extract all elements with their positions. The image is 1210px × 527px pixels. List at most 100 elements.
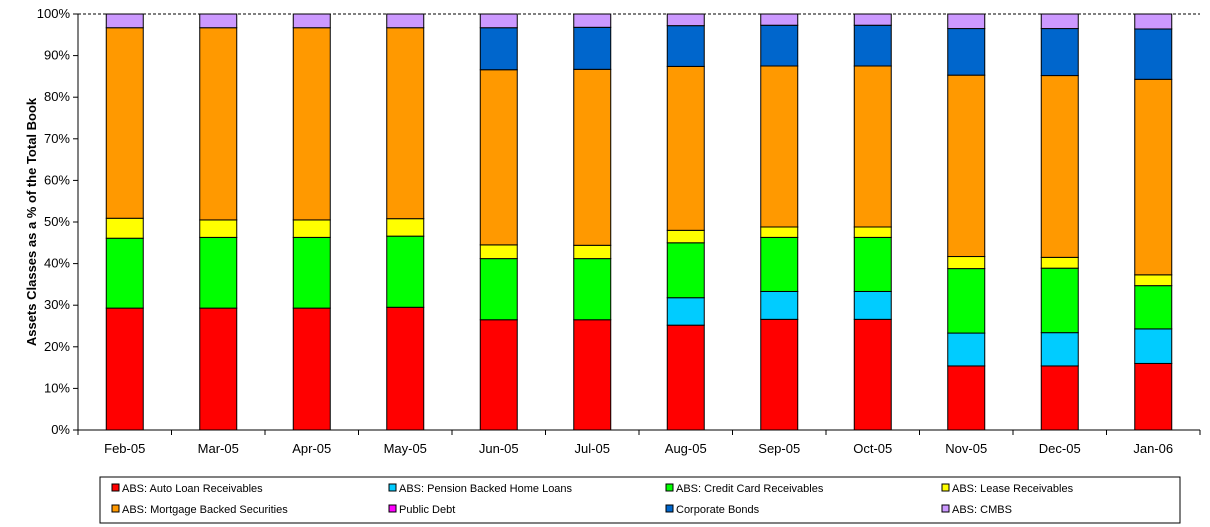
bar-segment-Sep-05-s6 [760, 24, 799, 67]
bar-segment-Aug-05-s6 [666, 25, 705, 67]
bar-segment-Jan-06-s2 [1134, 285, 1173, 330]
y-tick-label: 90% [44, 48, 70, 63]
bar-segment-Mar-05-s2 [199, 236, 238, 309]
bar-segment-May-05-s4 [386, 27, 425, 220]
bar-segment-Feb-05-s7 [105, 13, 144, 29]
legend-label-s4: ABS: Mortgage Backed Securities [122, 504, 288, 516]
x-tick-label: Jul-05 [575, 441, 610, 456]
bar-segment-Oct-05-s3 [853, 226, 892, 238]
bars [105, 13, 1173, 431]
y-tick-label: 10% [44, 380, 70, 395]
x-tick-label: Mar-05 [198, 441, 239, 456]
bar-segment-Dec-05-s2 [1040, 267, 1079, 334]
bar-segment-May-05-s3 [386, 218, 425, 237]
bar-segment-Oct-05-s7 [853, 13, 892, 26]
legend-label-s0: ABS: Auto Loan Receivables [122, 483, 263, 495]
legend-label-s1: ABS: Pension Backed Home Loans [399, 483, 573, 495]
bar-segment-Nov-05-s2 [947, 268, 986, 334]
x-tick-label: May-05 [384, 441, 427, 456]
y-tick-label: 60% [44, 172, 70, 187]
bar-segment-Jun-05-s7 [479, 13, 518, 29]
y-tick-label: 100% [37, 6, 71, 21]
legend-label-s5: Public Debt [399, 504, 455, 516]
bar-segment-Aug-05-s2 [666, 242, 705, 299]
bar-segment-Jan-06-s0 [1134, 362, 1173, 431]
x-tick-label: Oct-05 [853, 441, 892, 456]
bar-segment-Mar-05-s4 [199, 27, 238, 221]
y-tick-label: 70% [44, 131, 70, 146]
x-tick-label: Apr-05 [292, 441, 331, 456]
bar-segment-Sep-05-s1 [760, 290, 799, 320]
bar-segment-Sep-05-s3 [760, 226, 799, 238]
y-tick-label: 80% [44, 89, 70, 104]
bar-segment-Oct-05-s6 [853, 24, 892, 67]
bar-segment-Nov-05-s6 [947, 28, 986, 76]
bar-segment-Jun-05-s6 [479, 27, 518, 71]
bar-segment-Nov-05-s0 [947, 365, 986, 431]
x-tick-label: Sep-05 [758, 441, 800, 456]
bar-segment-May-05-s7 [386, 13, 425, 29]
bar-segment-Feb-05-s4 [105, 27, 144, 219]
x-tick-label: Jan-06 [1133, 441, 1173, 456]
bar-segment-Nov-05-s7 [947, 13, 986, 30]
bar-segment-Jan-06-s4 [1134, 78, 1173, 276]
bar-segment-Oct-05-s2 [853, 236, 892, 292]
bar-segment-Aug-05-s3 [666, 229, 705, 244]
legend-box [99, 476, 1181, 524]
x-tick-label: Dec-05 [1039, 441, 1081, 456]
bar-segment-Apr-05-s0 [292, 307, 331, 431]
bar-segment-Feb-05-s2 [105, 237, 144, 309]
bar-segment-Jan-06-s1 [1134, 328, 1173, 364]
bar-segment-Mar-05-s3 [199, 219, 238, 238]
bar-segment-Sep-05-s0 [760, 318, 799, 431]
bar-segment-Dec-05-s6 [1040, 28, 1079, 77]
y-tick-labels: 0% 10% 20% 30% 40% 50% 60% 70% 80% 90% 100% [37, 6, 71, 437]
y-axis-label-group: Assets Classes as a % of the Total Book [24, 97, 39, 346]
bar-segment-Oct-05-s0 [853, 318, 892, 431]
bar-segment-Apr-05-s3 [292, 219, 331, 238]
legend-swatch-s6 [665, 504, 674, 513]
bar-segment-Jun-05-s4 [479, 69, 518, 246]
x-tick-label: Aug-05 [665, 441, 707, 456]
bar-segment-Jul-05-s0 [573, 319, 612, 431]
bar-segment-Jun-05-s2 [479, 258, 518, 321]
legend-label-s3: ABS: Lease Receivables [952, 483, 1074, 495]
y-tick-label: 30% [44, 297, 70, 312]
x-tick-labels: Feb-05 Mar-05 Apr-05 May-05 Jun-05 Jul-05 Aug-… [104, 441, 1173, 456]
bar-segment-Sep-05-s4 [760, 65, 799, 228]
bar-segment-Jun-05-s3 [479, 244, 518, 260]
legend-swatch-s0 [111, 483, 120, 492]
bar-segment-Jul-05-s6 [573, 26, 612, 70]
bar-segment-Aug-05-s7 [666, 13, 705, 27]
legend: ABS: Auto Loan Receivables ABS: Pension B… [99, 476, 1181, 524]
legend-swatch-s5 [388, 504, 397, 513]
bar-segment-Nov-05-s4 [947, 74, 986, 258]
y-axis-label: Assets Classes as a % of the Total Book [24, 97, 39, 346]
bar-segment-May-05-s0 [386, 306, 425, 431]
legend-swatch-s7 [941, 504, 950, 513]
bar-segment-Jan-06-s6 [1134, 28, 1173, 80]
legend-swatch-s2 [665, 483, 674, 492]
legend-swatch-s1 [388, 483, 397, 492]
bar-segment-Apr-05-s4 [292, 27, 331, 221]
bar-segment-Nov-05-s1 [947, 332, 986, 367]
bar-segment-Dec-05-s4 [1040, 75, 1079, 258]
axes [73, 13, 1201, 435]
x-tick-label: Nov-05 [945, 441, 987, 456]
bar-segment-May-05-s2 [386, 235, 425, 308]
legend-swatch-s3 [941, 483, 950, 492]
bar-segment-Dec-05-s0 [1040, 365, 1079, 431]
bar-segment-Nov-05-s3 [947, 256, 986, 270]
bar-segment-Jun-05-s0 [479, 319, 518, 431]
legend-label-s6: Corporate Bonds [676, 504, 760, 516]
bar-segment-Jul-05-s3 [573, 244, 612, 260]
y-tick-label: 40% [44, 256, 70, 271]
y-tick-label: 0% [51, 422, 70, 437]
bar-segment-Mar-05-s7 [199, 13, 238, 29]
x-tick-label: Feb-05 [104, 441, 145, 456]
bar-segment-Sep-05-s7 [760, 13, 799, 26]
bar-segment-Oct-05-s4 [853, 65, 892, 228]
bar-segment-Dec-05-s7 [1040, 13, 1079, 30]
legend-label-s2: ABS: Credit Card Receivables [676, 483, 824, 495]
